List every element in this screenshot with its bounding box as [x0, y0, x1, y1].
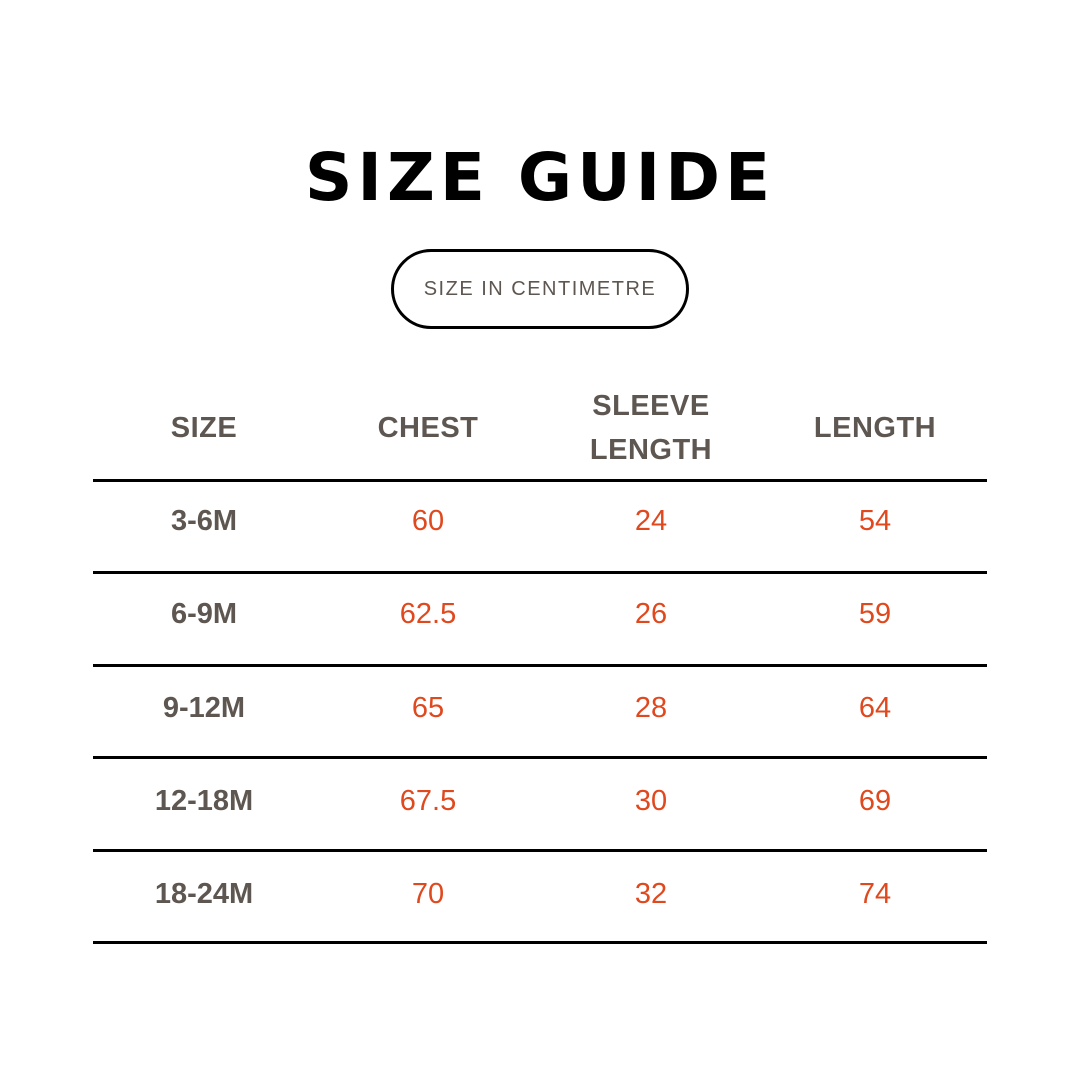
size-cell: 18-24M: [154, 877, 254, 910]
length-cell: 59: [858, 597, 892, 630]
chest-cell: 67.5: [399, 784, 457, 817]
length-cell: 54: [858, 504, 892, 537]
divider: [93, 941, 987, 944]
divider: [93, 756, 987, 759]
size-cell: 12-18M: [154, 784, 254, 817]
header-length: LENGTH: [813, 411, 937, 444]
header-chest: CHEST: [377, 411, 479, 444]
sleeve-length-cell: 24: [634, 504, 668, 537]
divider: [93, 849, 987, 852]
sleeve-length-cell: 28: [634, 691, 668, 724]
size-cell: 6-9M: [170, 597, 238, 630]
length-cell: 69: [858, 784, 892, 817]
length-cell: 64: [858, 691, 892, 724]
chest-cell: 60: [411, 504, 445, 537]
divider: [93, 664, 987, 667]
sleeve-length-cell: 26: [634, 597, 668, 630]
size-cell: 3-6M: [170, 504, 238, 537]
page-title: SIZE GUIDE: [304, 139, 776, 216]
header-sleeve-length: SLEEVE LENGTH: [589, 389, 713, 466]
length-cell: 74: [858, 877, 892, 910]
sleeve-length-cell: 32: [634, 877, 668, 910]
size-cell: 9-12M: [162, 691, 246, 724]
chest-cell: 70: [411, 877, 445, 910]
unit-badge: SIZE IN CENTIMETRE: [391, 249, 689, 329]
divider: [93, 479, 987, 482]
header-size: SIZE: [170, 411, 238, 444]
chest-cell: 62.5: [399, 597, 457, 630]
sleeve-length-cell: 30: [634, 784, 668, 817]
divider: [93, 571, 987, 574]
chest-cell: 65: [411, 691, 445, 724]
